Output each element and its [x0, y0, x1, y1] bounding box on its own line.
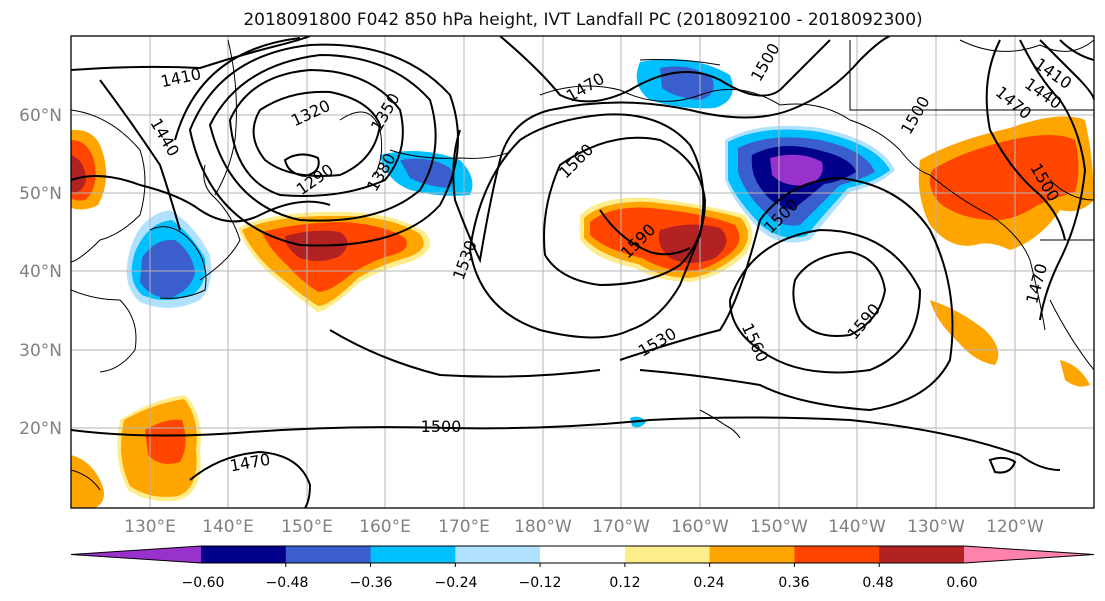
- colorbar-tick-label: −0.24: [435, 575, 478, 591]
- contour-label: 1500: [747, 40, 784, 85]
- contour-1350: [228, 68, 404, 197]
- contour-1590-east: [792, 250, 887, 337]
- contour-label: 1530: [449, 238, 481, 283]
- colorbar-bin: [794, 546, 880, 563]
- contour-1290: [283, 153, 320, 178]
- colorbar-bin: [370, 546, 456, 563]
- colorbar-bin: [879, 546, 965, 563]
- colorbar-tick-label: 0.12: [609, 575, 640, 591]
- contour-1530: [468, 113, 705, 339]
- map-title: 2018091800 F042 850 hPa height, IVT Land…: [243, 10, 922, 30]
- lon-label: 140°W: [828, 517, 886, 537]
- contour-label: 1470: [228, 450, 271, 476]
- contour-1410-ne: [1059, 39, 1094, 61]
- lon-label: 130°W: [907, 517, 965, 537]
- map-frame: [70, 35, 1095, 509]
- contour-1440-west: [99, 79, 181, 231]
- colorbar-bin: [709, 546, 795, 563]
- contour-label: 1500: [421, 417, 462, 436]
- coastlines: [71, 39, 1094, 491]
- lon-label: 140°E: [202, 517, 254, 537]
- contour-1470-south: [189, 450, 312, 508]
- contour-1440-ne: [1039, 39, 1094, 101]
- colorbar-bin: [455, 546, 541, 563]
- contour-1380: [208, 53, 437, 222]
- colorbar-bin: [624, 546, 711, 563]
- graticule: [71, 36, 1094, 508]
- colorbar-outline: [70, 545, 1095, 564]
- contour-label: 1530: [635, 324, 680, 361]
- contour-1530-south: [329, 329, 601, 378]
- colorbar-tick-label: −0.12: [519, 575, 562, 591]
- contour-1590: [599, 209, 691, 256]
- contour-label: 1320: [288, 96, 333, 130]
- colorbar-bin: [540, 546, 626, 563]
- longitude-labels: 130°E 140°E 150°E 160°E 170°E 180°W 170°…: [124, 517, 1044, 537]
- colorbar-tick-label: 0.48: [862, 575, 893, 591]
- lon-label: 150°E: [281, 517, 333, 537]
- colorbar-tick-label: −0.36: [350, 575, 393, 591]
- colorbar-tick-label: 0.24: [693, 575, 724, 591]
- contour-1560-east: [728, 228, 922, 374]
- lon-label: 120°W: [986, 517, 1044, 537]
- lon-label: 160°W: [671, 517, 729, 537]
- colorbar-bin: [285, 546, 372, 563]
- lat-label: 50°N: [19, 184, 62, 204]
- contour-1410-lobe: [188, 43, 459, 247]
- colorbar-tick-label: 0.60: [946, 575, 977, 591]
- contour-1500-main: [452, 36, 891, 264]
- map-plot-area: 1410 1440 1320 1350 1290 1380 1470 1500 …: [71, 36, 1094, 508]
- lon-label: 180°W: [514, 517, 572, 537]
- lon-label: 130°E: [124, 517, 176, 537]
- contour-label: 1560: [555, 140, 597, 182]
- contour-1410-west: [71, 36, 311, 71]
- latitude-labels: 60°N 50°N 40°N 30°N 20°N: [19, 106, 62, 439]
- lon-label: 170°W: [592, 517, 650, 537]
- lat-label: 60°N: [19, 106, 62, 126]
- lon-label: 150°W: [750, 517, 808, 537]
- height-contours: [71, 36, 1094, 508]
- lat-label: 20°N: [19, 419, 62, 439]
- colorbar-ticks: −0.60 −0.48 −0.36 −0.24 −0.12 0.12 0.24 …: [182, 575, 978, 591]
- contour-1530-east: [619, 176, 954, 412]
- contour-label: 1560: [738, 320, 772, 365]
- colorbar: [70, 545, 1095, 567]
- lat-label: 40°N: [19, 262, 62, 282]
- colorbar-extension-max: [964, 546, 1094, 563]
- contour-1470-west: [71, 175, 331, 223]
- contour-1500-south: [71, 416, 1061, 471]
- colorbar-extension-min: [71, 546, 201, 563]
- contour-1560: [543, 136, 707, 287]
- contour-1470-east-coast: [1019, 39, 1087, 321]
- contour-1470-main: [499, 36, 831, 103]
- contour-label: 1410: [159, 64, 203, 91]
- colorbar-tick-label: −0.60: [182, 575, 225, 591]
- ivt-shading: [71, 58, 1094, 508]
- colorbar-bin: [201, 546, 287, 563]
- contour-1500-east-coast: [985, 39, 1066, 241]
- lat-label: 30°N: [19, 341, 62, 361]
- lon-label: 160°E: [359, 517, 411, 537]
- contour-label: 1470: [1022, 261, 1051, 305]
- contour-label: 1590: [843, 300, 884, 343]
- colorbar-tick-label: −0.48: [266, 575, 309, 591]
- lon-label: 170°E: [438, 517, 490, 537]
- contour-1320: [252, 90, 382, 177]
- contour-1440-lobe: [174, 37, 301, 141]
- colorbar-tick-label: 0.36: [778, 575, 809, 591]
